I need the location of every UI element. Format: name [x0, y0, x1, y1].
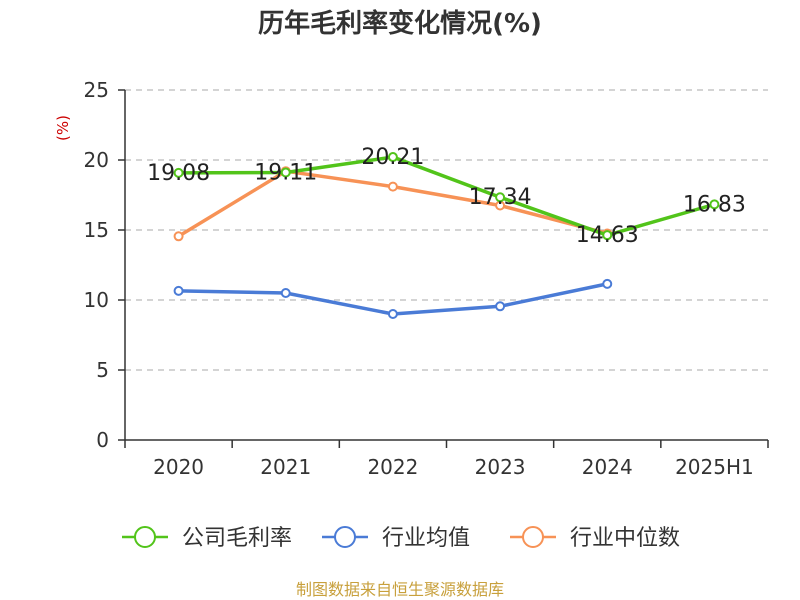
y-tick-label: 5 — [96, 358, 109, 382]
legend-marker — [334, 526, 356, 548]
x-tick-label: 2023 — [475, 455, 526, 479]
series-lines — [173, 152, 720, 319]
data-point — [280, 288, 291, 298]
axes — [118, 89, 769, 448]
x-tick-label: 2021 — [260, 455, 311, 479]
data-label: 19.11 — [254, 160, 317, 185]
x-tick-label: 2020 — [153, 455, 204, 479]
x-tick-label: 2022 — [367, 455, 418, 479]
series-line — [177, 169, 608, 238]
data-point — [173, 167, 184, 178]
y-tick-label: 10 — [84, 288, 109, 312]
series-line — [178, 155, 715, 237]
data-label: 17.34 — [469, 185, 532, 210]
x-tick-labels: 2020 2021 2022 2023 2024 2025H1 — [153, 455, 754, 479]
legend-label: 行业均值 — [382, 526, 470, 551]
data-point — [387, 152, 398, 163]
x-tick-label: 2024 — [582, 455, 633, 479]
legend-label: 公司毛利率 — [182, 526, 292, 551]
legend-marker — [522, 526, 544, 548]
data-label: 16.83 — [683, 192, 746, 217]
data-point — [602, 278, 613, 289]
y-tick-labels: 0 5 10 15 20 25 — [84, 78, 109, 452]
data-label: 20.21 — [361, 145, 424, 170]
chart-title: 历年毛利率变化情况(%) — [258, 8, 542, 39]
legend-label: 行业中位数 — [570, 526, 680, 551]
source-note: 制图数据来自恒生聚源数据库 — [296, 580, 504, 599]
data-point — [602, 230, 613, 241]
legend[interactable]: 公司毛利率 行业均值 行业中位数 — [122, 526, 680, 551]
y-tick-label: 0 — [96, 428, 109, 452]
data-labels: 19.08 19.11 20.21 17.34 14.63 16.83 — [147, 145, 746, 248]
data-label: 19.08 — [147, 161, 210, 186]
data-label: 14.63 — [576, 223, 639, 248]
data-point — [709, 199, 720, 210]
data-point — [173, 231, 184, 242]
x-tick-label: 2025H1 — [675, 455, 754, 479]
data-point — [495, 192, 506, 203]
y-tick-label: 25 — [84, 78, 109, 102]
data-point — [280, 167, 291, 178]
data-point — [387, 181, 398, 192]
y-axis-label: (%) — [54, 115, 72, 141]
y-tick-label: 15 — [84, 218, 109, 242]
y-tick-label: 20 — [84, 148, 109, 172]
data-point — [387, 309, 398, 319]
grid-lines — [125, 89, 768, 371]
data-point — [173, 285, 184, 296]
data-point — [495, 301, 506, 312]
legend-marker — [134, 526, 156, 548]
